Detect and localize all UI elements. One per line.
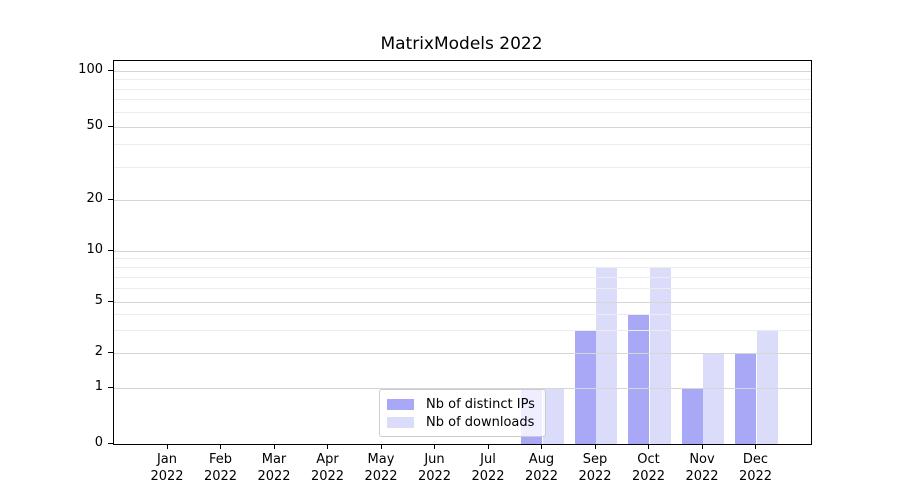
x-tick [380, 445, 382, 449]
y-tick [108, 351, 113, 353]
x-tick-label: Sep 2022 [578, 452, 612, 484]
x-tick-label: Feb 2022 [203, 452, 238, 484]
x-tick-label: Mar 2022 [257, 452, 291, 484]
legend-label: Nb of distinct IPs [426, 396, 535, 412]
x-tick-label: Dec 2022 [738, 452, 773, 484]
bar-distinct-ips-nov [681, 388, 703, 444]
x-tick-label: May 2022 [364, 452, 398, 484]
y-tick-label: 1 [94, 379, 103, 394]
bar-downloads-aug [542, 388, 564, 444]
x-tick-label: Aug 2022 [524, 452, 559, 484]
x-tick [701, 445, 703, 449]
x-tick [594, 445, 596, 449]
x-tick [220, 445, 221, 449]
legend: Nb of distinct IPs Nb of downloads [379, 389, 546, 437]
y-tick-label: 5 [94, 293, 103, 308]
y-tick-label: 20 [86, 191, 103, 206]
y-tick [108, 69, 113, 71]
y-tick [108, 125, 113, 127]
bar-downloads-dec [756, 330, 778, 444]
y-tick-label: 50 [86, 118, 103, 133]
x-tick-label: Jan 2022 [150, 452, 184, 484]
y-tick [108, 442, 113, 444]
x-tick-label: Nov 2022 [685, 452, 719, 484]
bar-distinct-ips-sep [574, 330, 596, 444]
y-tick [108, 300, 113, 302]
bar-distinct-ips-dec [735, 353, 757, 444]
legend-swatch-downloads [387, 416, 414, 428]
x-tick [166, 445, 168, 449]
x-tick [648, 445, 649, 449]
y-tick [108, 386, 113, 388]
bar-distinct-ips-oct [628, 314, 650, 444]
legend-item-downloads: Nb of downloads [387, 415, 538, 430]
chart-title: MatrixModels 2022 [380, 34, 543, 54]
y-tick-label: 100 [78, 62, 103, 77]
x-tick-label: Apr 2022 [310, 452, 345, 484]
legend-label: Nb of downloads [426, 414, 535, 430]
bar-downloads-sep [596, 267, 618, 444]
bars-layer [114, 61, 811, 444]
y-tick-label: 10 [86, 242, 103, 257]
x-tick [434, 445, 435, 449]
y-tick [108, 198, 113, 200]
x-tick [541, 445, 542, 449]
bar-downloads-oct [649, 267, 671, 444]
x-tick-label: Jul 2022 [471, 452, 505, 484]
x-tick [755, 445, 756, 449]
x-tick [273, 445, 275, 449]
plot-area [113, 60, 812, 445]
x-tick-label: Jun 2022 [417, 452, 452, 484]
bar-downloads-nov [703, 353, 725, 444]
x-tick [327, 445, 328, 449]
legend-swatch-distinct-ips [387, 398, 414, 410]
legend-item-distinct-ips: Nb of distinct IPs [387, 397, 538, 412]
y-tick-label: 0 [94, 435, 103, 450]
y-tick [108, 249, 113, 251]
y-tick-label: 2 [94, 344, 103, 359]
x-tick-label: Oct 2022 [631, 452, 666, 484]
x-tick [487, 445, 489, 449]
